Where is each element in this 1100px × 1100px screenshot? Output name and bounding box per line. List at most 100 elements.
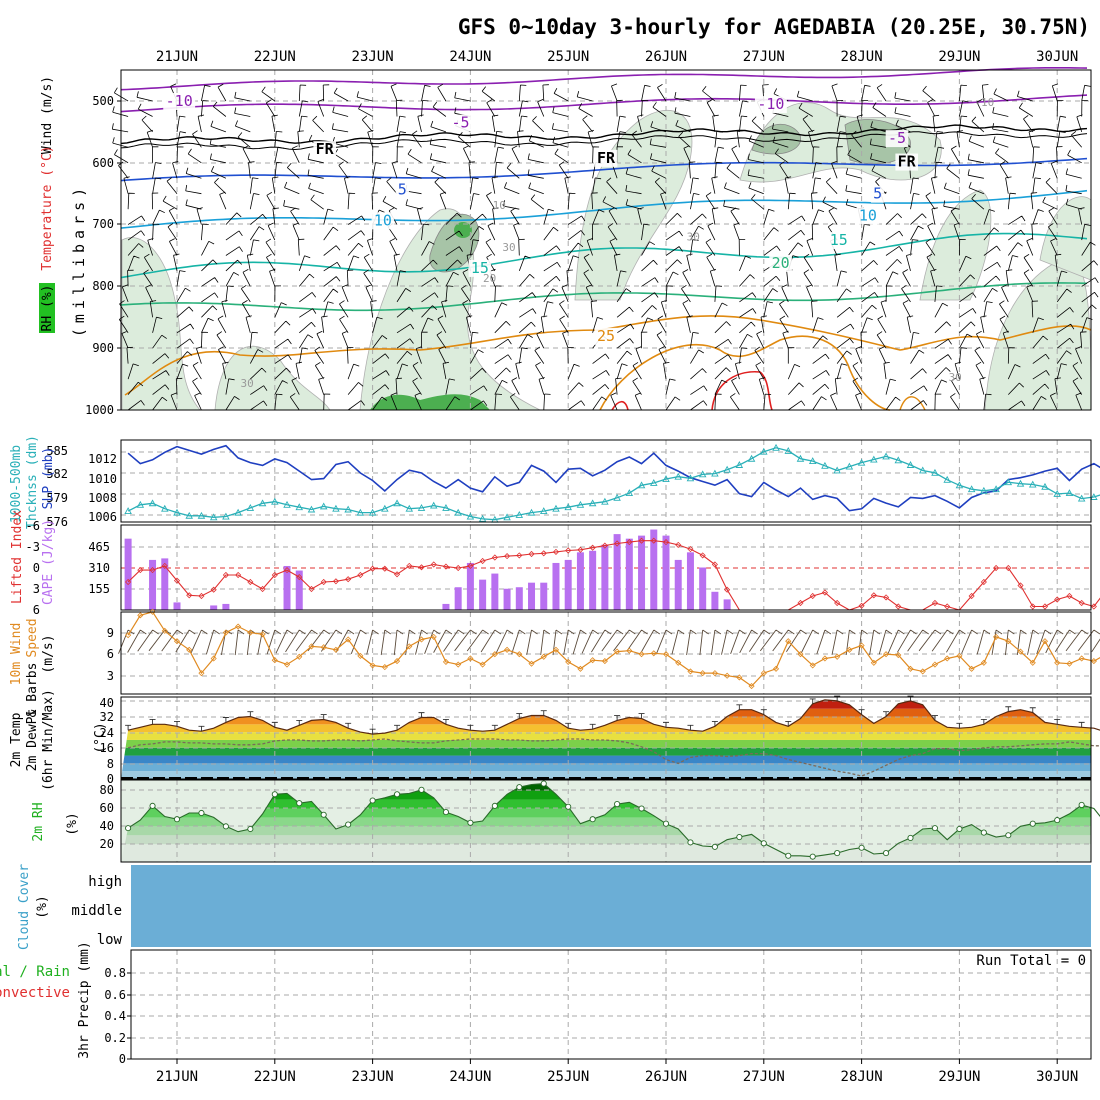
thickness-marker — [698, 470, 707, 478]
wind-marker — [430, 633, 437, 640]
date-label-bottom: 24JUN — [449, 1069, 491, 1085]
isotherm-30b — [899, 396, 926, 411]
thickness-tick: 585 — [46, 444, 68, 458]
tick-label: 800 — [92, 279, 114, 293]
slp-thickness-panel — [120, 439, 1100, 523]
contour-label: 5 — [398, 180, 407, 198]
thickness-marker — [674, 472, 682, 480]
wind-marker — [687, 668, 694, 675]
temp-tick: 32 — [100, 710, 114, 724]
rh-marker — [345, 821, 352, 828]
rh-unit: (%) — [65, 812, 80, 835]
rh-shade-core — [370, 394, 490, 410]
slp-tick: 1012 — [88, 452, 117, 466]
rh-marker — [834, 850, 841, 857]
li-marker — [675, 541, 682, 548]
rh-marker — [711, 843, 718, 850]
wind-marker — [320, 644, 327, 651]
wind-marker — [210, 655, 217, 662]
temp-minmax — [1005, 706, 1012, 712]
wind-marker — [1005, 638, 1012, 645]
wind-marker — [748, 683, 755, 690]
li-marker — [345, 576, 352, 583]
thickness-marker — [931, 468, 939, 476]
rh-marker — [736, 833, 743, 841]
slp-tick: 1010 — [88, 472, 117, 486]
wind-marker — [650, 650, 657, 657]
temp-minmax — [589, 723, 596, 730]
tick-label: 1000 — [85, 403, 114, 417]
thickness-marker — [613, 493, 621, 501]
thickness-marker — [588, 499, 597, 507]
li-tick: 6 — [33, 603, 40, 617]
date-label-bottom: 27JUN — [743, 1069, 785, 1085]
li-marker — [650, 537, 657, 544]
wind-marker — [125, 632, 132, 639]
thickness-marker — [992, 485, 1000, 493]
wind-barbs-10m — [118, 629, 1100, 656]
li-marker — [1005, 564, 1012, 572]
thickness-marker — [148, 499, 157, 507]
precip-axes: 0 0.2 0.4 0.6 0.8 — [104, 966, 1058, 1066]
precip-tick: 0.6 — [104, 988, 126, 1002]
wind-marker — [332, 646, 339, 653]
wind-marker — [662, 651, 670, 658]
rh-tick: 80 — [100, 783, 114, 797]
rh-marker — [907, 834, 914, 841]
li-marker — [173, 577, 181, 584]
li-marker — [797, 599, 804, 607]
cape-bar — [491, 573, 499, 610]
li-marker — [662, 539, 670, 546]
rh-marker — [931, 825, 939, 832]
thickness-marker — [552, 504, 560, 512]
isotherm-20 — [120, 282, 1088, 312]
wind-marker — [895, 651, 902, 659]
isotherm-minus5 — [120, 94, 1088, 113]
contour-label: FR — [898, 153, 917, 171]
li-marker — [944, 603, 951, 610]
cape-tick: 155 — [88, 582, 110, 596]
wind-marker — [834, 653, 841, 660]
wind-label1: 10m Wind — [9, 623, 24, 686]
thickness-marker — [185, 511, 193, 519]
precip-label1: Total / Rain — [0, 964, 70, 980]
wind-marker — [283, 661, 291, 668]
thickness-marker — [136, 500, 145, 508]
li-marker — [687, 546, 694, 553]
cape-label: CAPE (J/kg) — [41, 519, 56, 605]
rh-shade — [574, 110, 693, 301]
wind-tick: 9 — [107, 626, 114, 640]
thickness-marker — [246, 504, 255, 511]
contour-label: 30 — [949, 371, 962, 384]
wind-tick: 3 — [107, 669, 114, 683]
cape-bar — [295, 570, 303, 610]
contour-label-bg — [769, 254, 792, 272]
li-marker — [504, 553, 511, 560]
contour-label: FR — [597, 149, 616, 167]
cape-bar — [650, 529, 658, 610]
thickness-marker — [894, 456, 903, 464]
wind-marker — [247, 629, 254, 636]
thickness-marker — [307, 505, 316, 513]
li-marker — [271, 571, 278, 579]
cape-tick: 310 — [88, 561, 110, 575]
wind-marker — [540, 653, 547, 660]
thickness-marker — [454, 508, 462, 516]
rh-marker — [1029, 820, 1036, 827]
date-label-top: 26JUN — [645, 49, 687, 65]
rh-axes: 20 40 60 80 — [100, 783, 114, 851]
cape-bar — [552, 562, 560, 610]
wind-marker — [956, 652, 963, 659]
cape-bar — [466, 562, 474, 610]
li-marker — [601, 542, 608, 549]
li-marker — [870, 592, 877, 599]
li-marker — [724, 586, 731, 593]
rh-band — [121, 826, 1091, 836]
wind-marker — [161, 627, 168, 634]
temp-line — [127, 699, 1100, 735]
thickness-marker — [393, 499, 401, 507]
rh-marker — [369, 797, 376, 804]
temp-band — [121, 771, 1091, 779]
temp-minmax — [1078, 721, 1085, 728]
li-marker — [834, 599, 841, 607]
